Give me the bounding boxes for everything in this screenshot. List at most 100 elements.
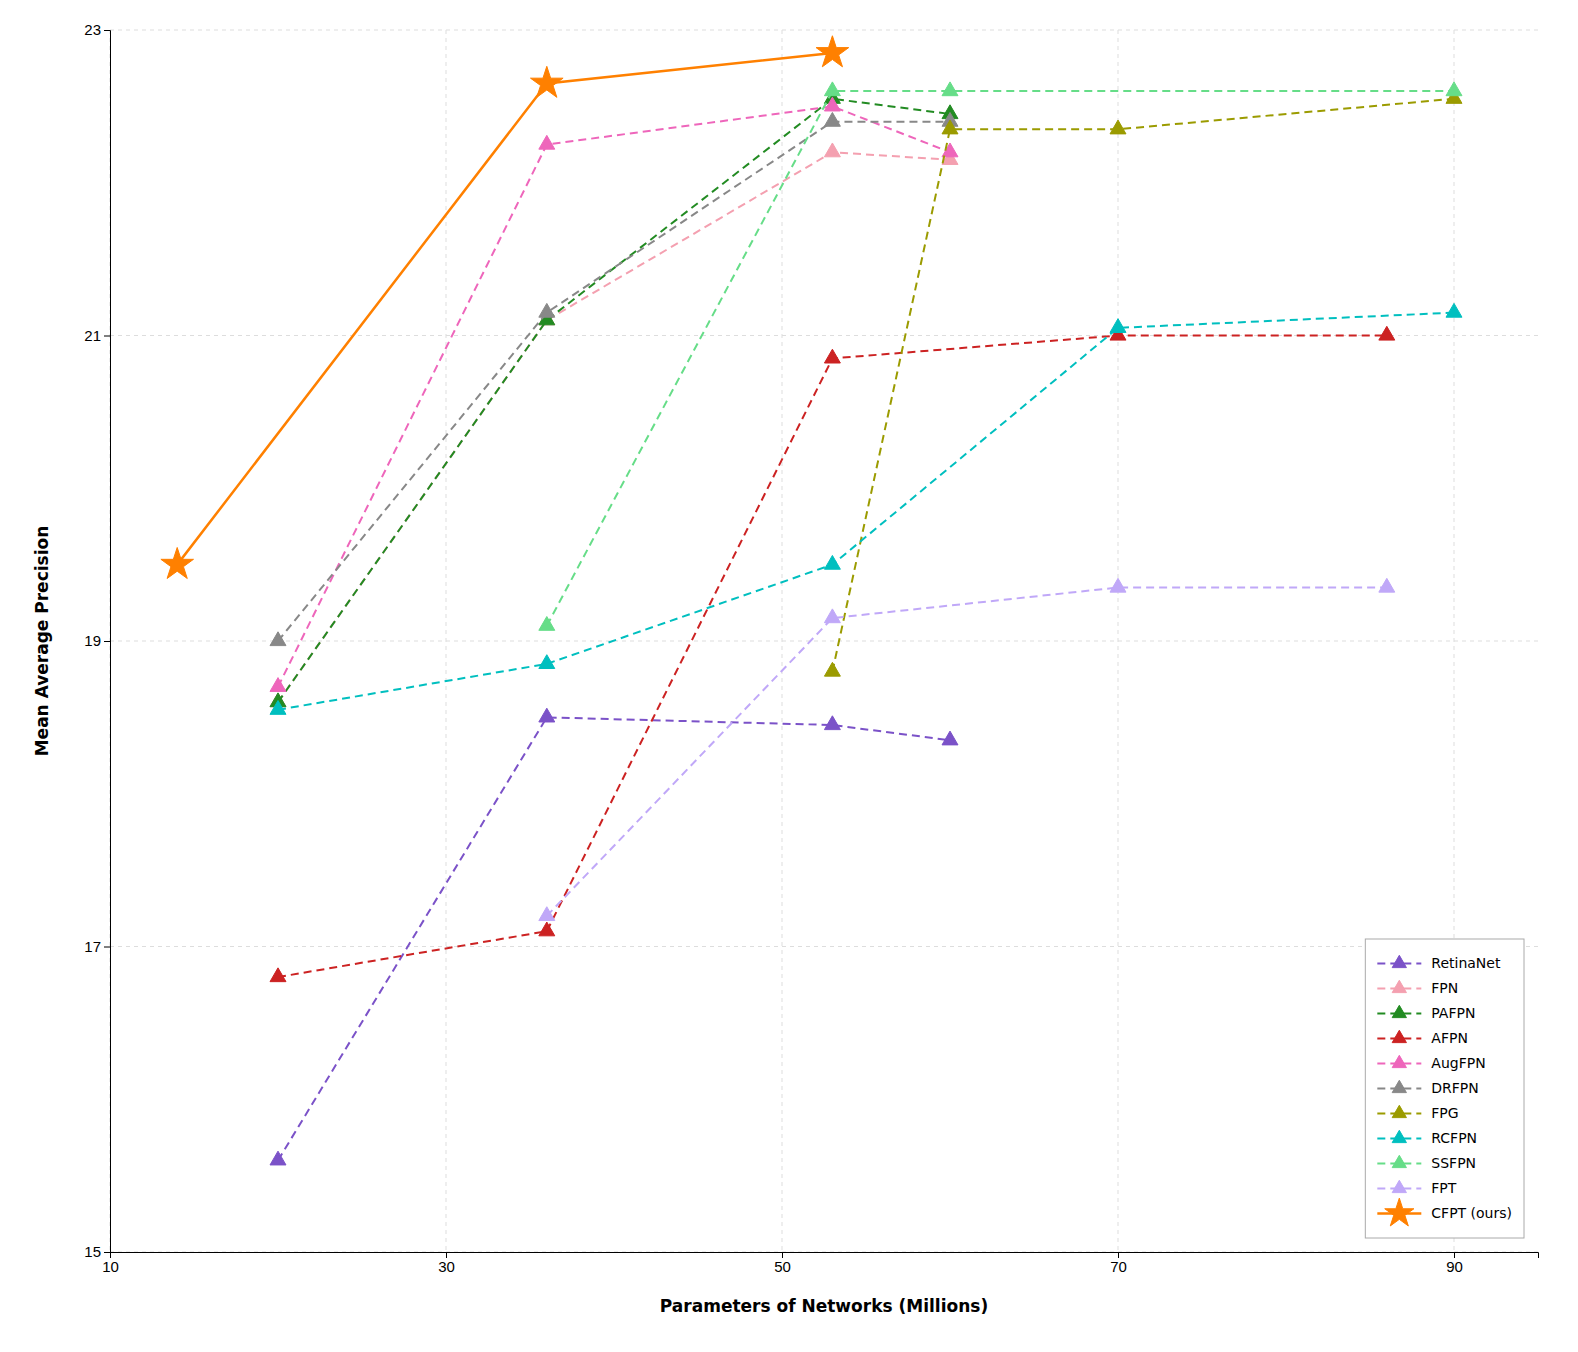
- y-tick-mark: [104, 641, 110, 642]
- legend-label: DRFPN: [1431, 1080, 1478, 1096]
- legend-label: RetinaNet: [1431, 955, 1501, 971]
- series: [539, 82, 1462, 630]
- series-point: [824, 82, 840, 96]
- legend-entry: CFPT (ours): [1377, 1198, 1512, 1226]
- series: [270, 708, 958, 1165]
- legend-entry: AugFPN: [1377, 1055, 1485, 1071]
- series: [270, 97, 958, 691]
- series-point: [816, 36, 849, 67]
- legend-label: CFPT (ours): [1431, 1205, 1512, 1221]
- series-point: [1446, 82, 1462, 96]
- legend-entry: FPT: [1377, 1180, 1456, 1196]
- series-point: [270, 701, 286, 715]
- x-axis-line: [111, 1253, 1539, 1259]
- y-axis-line: [104, 31, 111, 1253]
- legend-label: FPN: [1431, 980, 1458, 996]
- series-line: [177, 53, 832, 565]
- series-point: [539, 135, 555, 149]
- x-tick-label: 70: [1110, 1258, 1127, 1275]
- series-point: [161, 547, 194, 578]
- y-tick-label: 19: [84, 632, 101, 649]
- legend-entry: RCFPN: [1377, 1130, 1477, 1146]
- series-point: [824, 555, 840, 569]
- y-grid-line: [110, 30, 1538, 31]
- chart: 10 30 50 70 90 15 17 19 21 23 Parameters of Networ…: [0, 0, 1578, 1352]
- series-line: [278, 122, 950, 641]
- y-grid-line: [110, 641, 1538, 642]
- legend-entry: FPN: [1377, 980, 1458, 996]
- legend-frame: [1365, 939, 1524, 1238]
- series-point: [824, 349, 840, 363]
- legend-entry: RetinaNet: [1377, 955, 1501, 971]
- series-line: [278, 106, 950, 686]
- legend-label: PAFPN: [1431, 1005, 1475, 1021]
- series: [270, 303, 1462, 714]
- series-point: [824, 143, 840, 157]
- series-line: [547, 91, 1454, 626]
- series-point: [1379, 326, 1395, 340]
- series-point: [942, 143, 958, 157]
- y-tick-label: 21: [84, 327, 101, 344]
- series-point: [824, 716, 840, 730]
- series-point: [539, 303, 555, 317]
- y-tick-mark: [104, 30, 110, 31]
- legend-label: SSFPN: [1431, 1155, 1476, 1171]
- series-point: [824, 112, 840, 126]
- legend-marker: [1392, 1155, 1406, 1167]
- legend-label: AFPN: [1431, 1030, 1468, 1046]
- series-point: [270, 1151, 286, 1165]
- x-tick-label: 10: [102, 1258, 119, 1275]
- series-line: [832, 99, 1454, 672]
- y-tick: 15: [84, 1243, 110, 1260]
- y-tick-label: 17: [84, 938, 101, 955]
- x-tick-label: 50: [774, 1258, 791, 1275]
- series-point: [270, 632, 286, 646]
- series-line: [547, 588, 1387, 916]
- series-point: [942, 731, 958, 745]
- series: [270, 326, 1395, 981]
- legend-marker: [1392, 955, 1406, 967]
- series-line: [278, 717, 950, 1160]
- series-point: [824, 97, 840, 111]
- series-point: [270, 678, 286, 692]
- series-point: [942, 82, 958, 96]
- legend-marker: [1385, 1198, 1414, 1226]
- legend-entry: PAFPN: [1377, 1005, 1475, 1021]
- legend-marker: [1392, 1180, 1406, 1192]
- legend-entry: DRFPN: [1377, 1080, 1478, 1096]
- y-tick: 19: [84, 632, 110, 649]
- legend-marker: [1392, 980, 1406, 992]
- legend-marker: [1392, 1005, 1406, 1017]
- legend-label: AugFPN: [1431, 1055, 1485, 1071]
- legend-label: FPG: [1431, 1105, 1458, 1121]
- series-point: [270, 968, 286, 982]
- series-line: [278, 313, 1454, 710]
- legend-entry: AFPN: [1377, 1030, 1468, 1046]
- series-point: [539, 655, 555, 669]
- series-point: [942, 120, 958, 134]
- x-tick-label: 30: [438, 1258, 455, 1275]
- y-tick-mark: [104, 947, 110, 948]
- y-grid-line: [110, 946, 1538, 947]
- x-tick: 30: [438, 1252, 455, 1275]
- plot-area: [161, 36, 1462, 1165]
- x-tick: 70: [1110, 1252, 1127, 1275]
- series-line: [278, 99, 950, 702]
- series-point: [824, 609, 840, 623]
- y-axis: 15 17 19 21 23: [84, 21, 110, 1260]
- y-tick-mark: [104, 336, 110, 337]
- series-point: [1110, 578, 1126, 592]
- series: [270, 143, 958, 707]
- x-axis: 10 30 50 70 90: [102, 1252, 1538, 1275]
- y-tick: 23: [84, 21, 110, 38]
- series-line: [278, 152, 950, 702]
- series-point: [539, 922, 555, 936]
- series: [270, 90, 958, 707]
- x-axis-title: Parameters of Networks (Millions): [660, 1296, 988, 1316]
- series-line: [278, 336, 1387, 978]
- legend-marker: [1392, 1080, 1406, 1092]
- legend-entry: FPG: [1377, 1105, 1458, 1121]
- x-tick: 90: [1446, 1252, 1463, 1275]
- series-point: [1379, 578, 1395, 592]
- series-point: [530, 66, 563, 97]
